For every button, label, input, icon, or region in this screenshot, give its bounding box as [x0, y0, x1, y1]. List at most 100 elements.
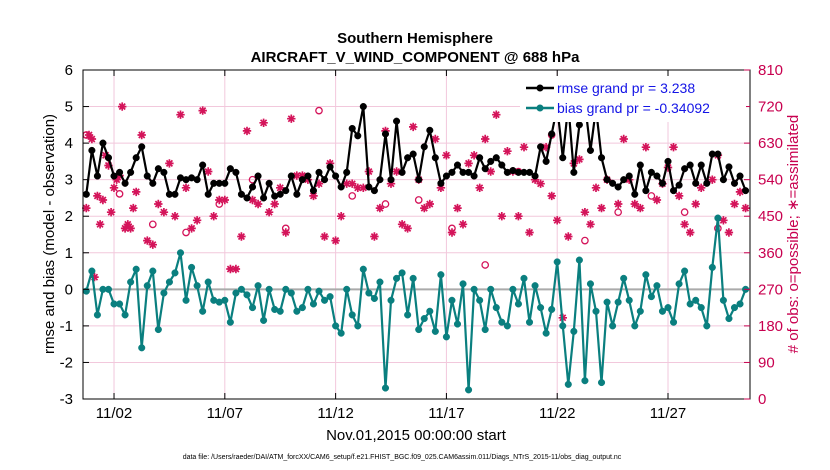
rmse-point [359, 103, 367, 111]
bias-point [398, 269, 406, 277]
rmse-point [625, 172, 633, 180]
y-tick-label: 4 [65, 135, 73, 152]
rmse-point [221, 179, 229, 187]
bias-point [631, 322, 639, 330]
rmse-point [343, 168, 351, 176]
rmse-point [104, 154, 113, 162]
bias-point [730, 304, 739, 312]
rmse-point [199, 161, 207, 169]
bias-point [121, 311, 129, 319]
bias-point [636, 307, 644, 315]
chart-title-line-2: AIRCRAFT_V_WIND_COMPONENT @ 688 hPa [251, 49, 581, 66]
obs-assimilated-marker [314, 179, 324, 188]
bias-point [320, 296, 329, 304]
obs-assimilated-marker [697, 183, 706, 192]
bias-point [714, 214, 722, 222]
obs-assimilated-marker [129, 203, 138, 213]
rmse-point [110, 172, 118, 180]
rmse-point [276, 190, 284, 198]
obs-assimilated-marker [708, 175, 717, 184]
obs-possible-marker [614, 208, 623, 217]
bias-point [376, 278, 384, 286]
bias-point [470, 285, 478, 293]
rmse-point [260, 194, 268, 202]
y-right-tick-label: 720 [758, 99, 783, 116]
obs-assimilated-marker [397, 220, 407, 229]
rmse-point [409, 150, 417, 158]
obs-assimilated-marker [475, 183, 484, 192]
y-tick-label: 0 [65, 281, 73, 298]
obs-assimilated-marker [741, 203, 750, 213]
obs-assimilated-marker [425, 199, 434, 209]
obs-assimilated-marker [264, 208, 274, 217]
bias-point [232, 289, 240, 297]
rmse-point [298, 176, 306, 184]
obs-assimilated-marker [181, 183, 191, 192]
obs-possible-marker [647, 192, 656, 200]
obs-assimilated-marker [137, 130, 146, 140]
obs-assimilated-marker [287, 114, 296, 123]
obs-assimilated-marker [453, 203, 462, 213]
obs-assimilated-marker [359, 183, 368, 192]
rmse-point [736, 172, 744, 180]
bias-point [204, 278, 212, 286]
y-tick-label: -2 [60, 354, 73, 371]
bias-point [104, 285, 113, 293]
obs-assimilated-marker [148, 240, 157, 249]
obs-assimilated-marker [591, 183, 601, 192]
bias-point [481, 325, 489, 334]
bias-point [609, 322, 617, 330]
x-tick-label: 11/17 [428, 405, 464, 422]
bias-point [725, 315, 733, 323]
rmse-point [82, 190, 90, 198]
obs-assimilated-marker [303, 175, 313, 184]
obs-possible-marker [481, 261, 490, 269]
rmse-point [376, 176, 384, 184]
bias-point [326, 293, 334, 301]
rmse-point [132, 154, 140, 162]
obs-assimilated-marker [519, 143, 529, 152]
rmse-point [492, 154, 500, 162]
bias-point [476, 296, 484, 304]
bias-point [592, 307, 600, 315]
obs-assimilated-marker [101, 151, 110, 160]
obs-assimilated-marker [237, 232, 246, 241]
bias-point [575, 256, 583, 264]
rmse-point [614, 183, 622, 191]
y-right-tick-label: 450 [758, 208, 783, 225]
obs-assimilated-marker [497, 212, 506, 221]
bias-point [586, 280, 595, 288]
rmse-point [642, 187, 650, 195]
bias-point [332, 322, 340, 330]
y-tick-label: 6 [65, 62, 73, 79]
rmse-point [548, 130, 556, 138]
obs-assimilated-marker [84, 130, 94, 140]
obs-assimilated-marker [431, 134, 440, 144]
obs-assimilated-marker [112, 175, 121, 184]
obs-assimilated-marker [242, 126, 252, 136]
bias-point [498, 318, 506, 326]
rmse-point [204, 190, 212, 198]
obs-assimilated-marker [486, 167, 495, 176]
rmse-point [304, 172, 312, 180]
bias-point [293, 307, 301, 315]
rmse-point [465, 168, 473, 176]
bias-point [564, 380, 572, 388]
bias-point [548, 305, 556, 313]
obs-assimilated-marker [215, 195, 224, 205]
obs-assimilated-marker [541, 143, 551, 152]
bias-point [431, 327, 439, 335]
rmse-point [453, 161, 462, 169]
legend: rmse grand pr = 3.238 bias grand pr = -0… [520, 76, 746, 122]
obs-assimilated-marker [187, 224, 196, 233]
obs-assimilated-marker [204, 167, 213, 176]
obs-assimilated-marker [663, 163, 673, 172]
obs-assimilated-marker [331, 236, 340, 245]
bias-point [525, 318, 534, 326]
bias-point [692, 296, 700, 304]
obs-assimilated-marker [192, 216, 202, 225]
rmse-point [337, 183, 345, 191]
rmse-point [287, 172, 295, 180]
obs-assimilated-marker [120, 224, 130, 233]
obs-assimilated-marker [104, 161, 113, 170]
